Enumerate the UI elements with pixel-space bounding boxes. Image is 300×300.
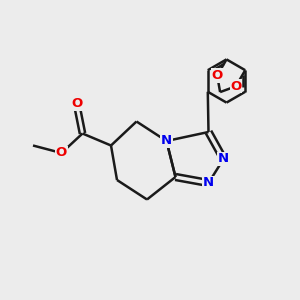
Text: N: N xyxy=(161,134,172,148)
Text: O: O xyxy=(212,69,223,82)
Text: O: O xyxy=(56,146,67,160)
Text: N: N xyxy=(203,176,214,190)
Text: O: O xyxy=(71,97,82,110)
Text: N: N xyxy=(218,152,229,166)
Text: O: O xyxy=(230,80,242,93)
